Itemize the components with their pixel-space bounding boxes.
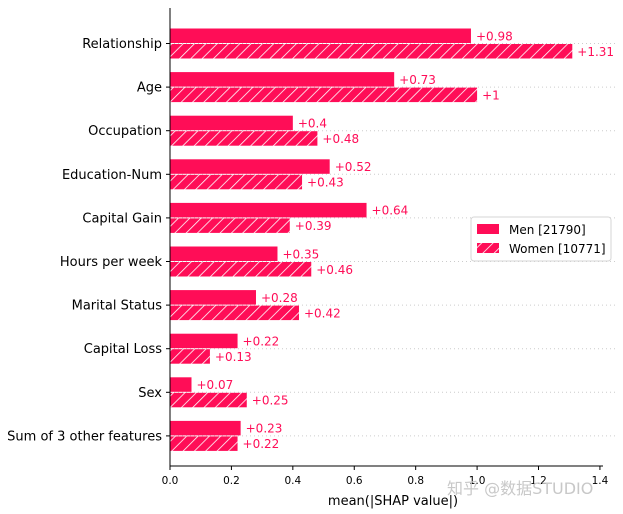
bar-women [170,262,312,277]
bar-women [170,349,210,364]
bar-men [170,202,367,218]
value-label-men: +0.52 [335,160,372,174]
value-label-women: +0.43 [307,176,344,190]
bar-women [170,305,299,321]
x-tick-label: 1.0 [469,475,486,487]
bar-men [170,246,278,261]
legend-swatch-men [477,224,499,234]
bar-men [170,28,471,43]
value-label-men: +0.64 [372,204,409,218]
legend-label-men: Men [21790] [509,223,586,237]
x-tick-label: 0.2 [223,475,240,487]
category-label: Occupation [88,124,162,139]
bar-men [170,115,293,131]
legend: Men [21790] Women [10771] [470,216,612,262]
value-label-men: +0.98 [476,29,513,43]
value-label-men: +0.35 [282,247,319,261]
category-label: Capital Loss [84,342,162,357]
category-label: Hours per week [60,255,163,270]
value-label-women: +0.42 [304,306,341,320]
bar-women [170,174,303,190]
category-label: Marital Status [72,299,163,314]
legend-label-women: Women [10771] [509,242,606,256]
x-tick-label: 0.4 [284,475,301,487]
value-label-men: +0.73 [399,73,436,87]
bar-men [170,290,256,305]
category-label: Relationship [82,37,162,52]
value-label-men: +0.22 [243,334,280,348]
bars [170,28,573,451]
labels: Relationship +0.98 +1.31 Age +0.73 +1 Occupati… [7,29,614,451]
value-label-men: +0.28 [261,291,298,305]
x-tick-label: 0.8 [407,475,424,487]
axes: 0.0 0.2 0.4 0.6 0.8 1.0 1.2 1.4 [162,8,609,487]
bar-women [170,87,478,103]
x-tick-label: 0.0 [162,475,179,487]
x-tick-label: 1.4 [592,475,609,487]
category-label: Sex [138,386,162,401]
value-label-women: +1.31 [577,45,614,59]
value-label-men: +0.4 [298,116,327,130]
value-label-women: +0.22 [243,437,280,451]
legend-swatch-women [477,243,499,253]
x-tick-label: 0.6 [346,475,363,487]
bar-women [170,44,573,59]
value-label-women: +0.25 [252,394,289,408]
bar-women [170,436,238,451]
bar-men [170,159,330,174]
bar-men [170,420,241,436]
value-label-men: +0.07 [196,378,233,392]
category-label: Age [137,81,162,96]
legend-frame [470,216,612,262]
watermark: 知乎 @数据STUDIO [447,479,593,498]
value-label-women: +0.48 [322,132,359,146]
bar-women [170,131,318,146]
value-label-women: +0.39 [295,219,332,233]
category-label: Capital Gain [82,211,162,226]
category-label: Education-Num [62,168,162,183]
x-axis-title: mean(|SHAP value|) [328,494,458,509]
bar-men [170,377,192,392]
bar-men [170,72,395,87]
bar-men [170,333,238,349]
value-label-women: +1 [482,88,500,102]
x-tick-label: 1.2 [530,475,547,487]
category-label: Sum of 3 other features [7,429,162,444]
bar-women [170,392,247,408]
value-label-men: +0.23 [246,422,283,436]
bar-women [170,218,290,233]
value-label-women: +0.46 [316,263,353,277]
value-label-women: +0.13 [215,350,252,364]
